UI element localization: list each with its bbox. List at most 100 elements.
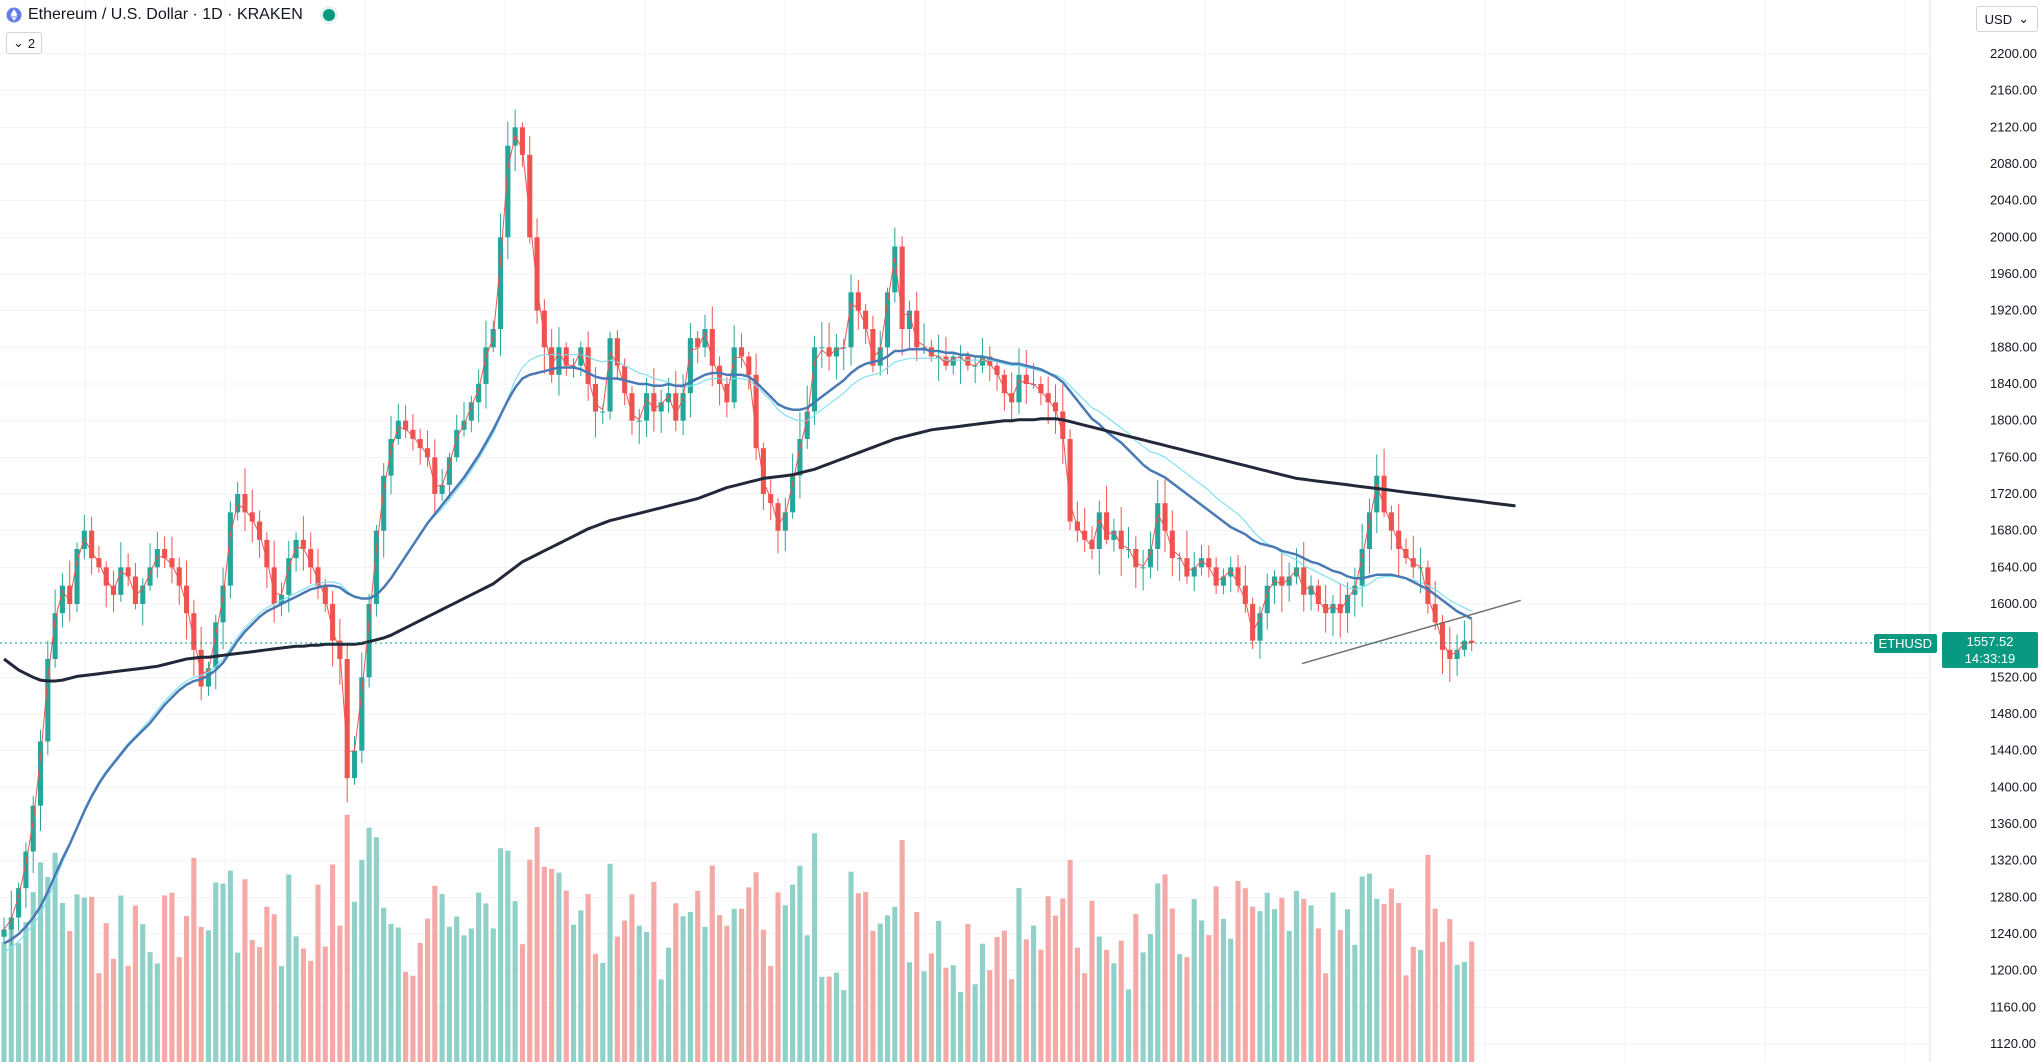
candle-body: [59, 585, 65, 614]
candle-body: [1198, 558, 1205, 568]
volume-bar: [264, 906, 270, 1062]
candle-body: [1228, 567, 1234, 577]
volume-bar: [1242, 888, 1248, 1062]
candle-body: [906, 310, 913, 329]
y-tick-label: 1120.00: [1990, 1036, 2036, 1051]
volume-bar: [439, 894, 445, 1062]
volume-bar: [424, 918, 431, 1062]
volume-bar: [841, 990, 847, 1062]
volume-bar: [330, 864, 336, 1062]
candle-body: [147, 567, 153, 586]
volume-bar: [388, 923, 394, 1062]
candle-body: [1, 929, 7, 937]
candle-body: [403, 420, 409, 430]
volume-bar: [870, 930, 876, 1062]
volume-bar: [1447, 919, 1453, 1062]
volume-bar: [1104, 949, 1110, 1062]
volume-bar: [30, 892, 36, 1062]
candle-body: [359, 677, 365, 751]
volume-bar: [541, 866, 547, 1062]
ema-fast-line: [3, 134, 1472, 930]
candle-body: [534, 237, 540, 311]
candle-body: [753, 374, 759, 449]
candle-body: [308, 549, 314, 568]
candle-body: [804, 411, 810, 439]
volume-bars: [1, 814, 1475, 1062]
moving-averages: [3, 134, 1516, 953]
volume-bar: [315, 884, 321, 1062]
volume-bar: [665, 947, 672, 1062]
candle-body: [1177, 558, 1183, 560]
volume-bar: [1439, 942, 1446, 1062]
volume-bar: [1198, 920, 1205, 1062]
candle-body: [249, 512, 255, 522]
candle-body: [1052, 402, 1059, 412]
candle-body: [1191, 567, 1197, 577]
candle-body: [592, 384, 599, 412]
candle-body: [563, 347, 569, 366]
volume-bar: [483, 903, 489, 1062]
volume-bar: [695, 890, 701, 1062]
indicators-toggle[interactable]: ⌄ 2: [6, 32, 43, 54]
volume-bar: [804, 935, 810, 1062]
candle-body: [695, 338, 701, 348]
candle-body: [410, 429, 416, 439]
candle-body: [191, 613, 197, 650]
candle-body: [1301, 567, 1307, 595]
candle-body: [1257, 613, 1263, 641]
ethereum-icon: [6, 7, 22, 23]
volume-bar: [994, 936, 1000, 1062]
candle-body: [330, 604, 336, 641]
volume-bar: [373, 837, 379, 1062]
candle-body: [1359, 549, 1365, 586]
candle-body: [476, 384, 482, 403]
volume-bar: [848, 871, 854, 1062]
candle-body: [797, 439, 803, 476]
candle-body: [1264, 585, 1270, 614]
candle-body: [1111, 530, 1117, 540]
volume-bar: [1323, 973, 1329, 1062]
volume-bar: [585, 894, 591, 1062]
candle-body: [1330, 604, 1336, 614]
candle-body: [746, 356, 752, 375]
y-tick-label: 1240.00: [1990, 926, 2037, 941]
trendline: [1301, 599, 1521, 665]
volume-bar: [1133, 913, 1139, 1062]
volume-bar: [1293, 890, 1300, 1062]
candle-body: [351, 750, 358, 779]
volume-bar: [162, 895, 168, 1062]
candle-body: [877, 347, 883, 366]
candle-body: [775, 503, 781, 531]
candle-body: [162, 549, 168, 559]
volume-bar: [563, 890, 569, 1062]
volume-bar: [1155, 883, 1161, 1062]
volume-bar: [1337, 930, 1343, 1062]
candle-body: [578, 347, 584, 366]
y-tick-label: 1880.00: [1990, 339, 2037, 354]
volume-bar: [235, 952, 241, 1062]
candle-body: [921, 347, 927, 349]
volume-bar: [205, 930, 212, 1062]
last-price-value: 1557.52: [1966, 634, 2014, 649]
candle-body: [16, 888, 22, 918]
volume-bar: [1352, 944, 1358, 1062]
volume-bar: [176, 957, 182, 1062]
volume-bar: [1038, 949, 1044, 1062]
volume-bar: [395, 927, 401, 1062]
candle-body: [220, 585, 226, 623]
candle-body: [235, 494, 241, 513]
candle-body: [505, 145, 511, 238]
candle-body: [1089, 539, 1095, 549]
y-tick-label: 1280.00: [1990, 889, 2037, 904]
volume-bar: [884, 915, 891, 1062]
candle-body: [519, 127, 525, 155]
candle-body: [1155, 503, 1161, 549]
currency-select[interactable]: USD ⌄: [1975, 6, 2038, 32]
candle-body: [1016, 374, 1022, 403]
candle-body: [286, 558, 292, 595]
y-tick-label: 1400.00: [1990, 779, 2037, 794]
sma-light-line: [3, 354, 1472, 953]
indicators-count: 2: [27, 35, 36, 51]
volume-bar: [147, 952, 153, 1062]
